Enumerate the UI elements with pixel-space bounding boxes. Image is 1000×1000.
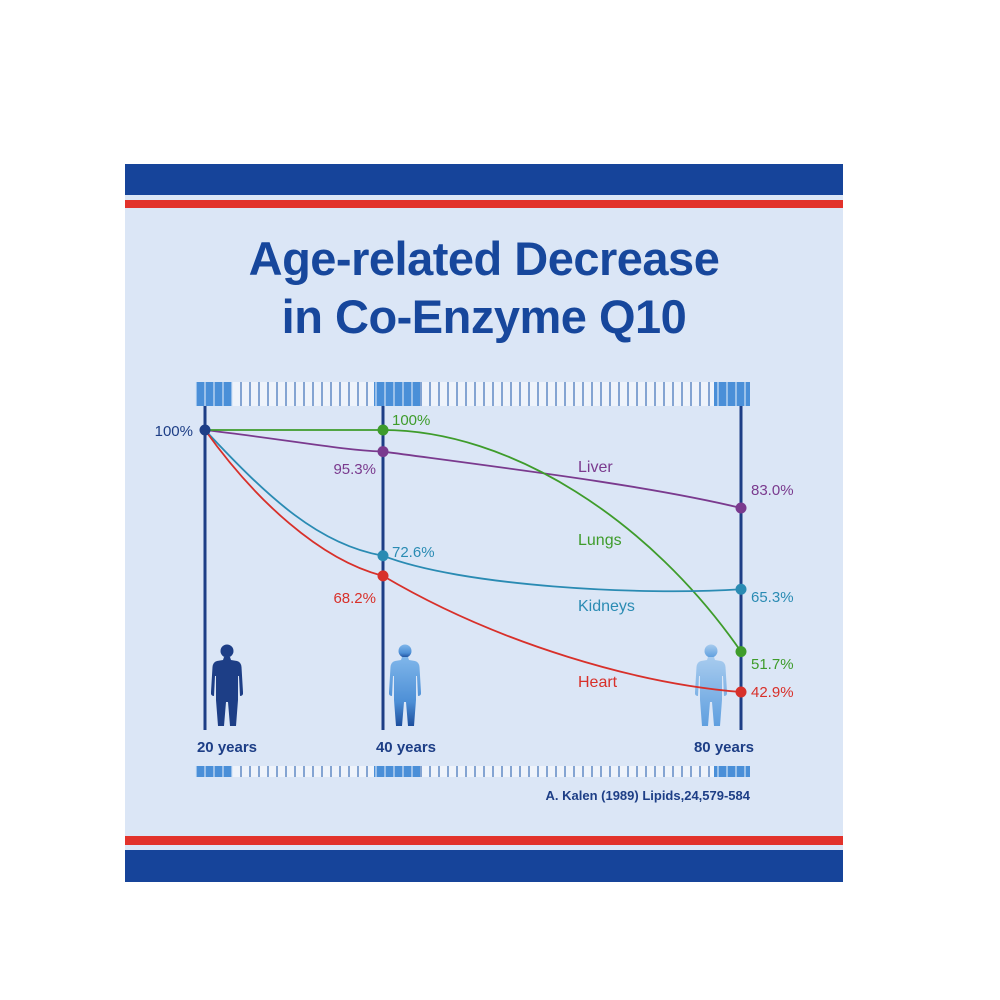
data-point-lungs: [377, 424, 389, 436]
data-label-heart: 42.9%: [751, 684, 794, 701]
top-ruler-background: [196, 382, 750, 406]
x-tick-label: 40 years: [376, 739, 436, 756]
top-ruler-highlight-block: [374, 382, 420, 406]
title-line-1: Age-related Decrease: [248, 232, 720, 285]
chart-panel: Age-related Decrease in Co-Enzyme Q10: [125, 164, 843, 882]
data-point-lungs: [735, 646, 747, 658]
data-label-kidneys: 72.6%: [392, 544, 435, 561]
data-point-liver: [377, 446, 389, 458]
data-label-kidneys: 65.3%: [751, 589, 794, 606]
bottom-ruler-highlight-block: [374, 766, 420, 777]
data-label-heart: 68.2%: [333, 590, 376, 607]
start-value-label: 100%: [155, 423, 193, 440]
x-tick-label: 20 years: [197, 739, 257, 756]
age-gridlines: [203, 406, 743, 730]
data-points: [199, 424, 747, 698]
data-label-lungs: 51.7%: [751, 656, 794, 673]
series-lines: [204, 429, 742, 693]
human-figure-icon: [210, 644, 244, 726]
human-figure-icon: [694, 644, 728, 726]
series-name-lungs: Lungs: [578, 532, 622, 549]
human-figure-icon: [388, 644, 422, 726]
data-label-lungs: 100%: [392, 412, 430, 429]
series-name-kidneys: Kidneys: [578, 598, 635, 615]
x-tick-label: 80 years: [694, 739, 754, 756]
data-point-liver: [735, 502, 747, 514]
bottom-ruler-background: [196, 766, 750, 777]
top-blue-band: [125, 164, 843, 195]
bottom-blue-band: [125, 850, 843, 882]
title-line-2: in Co-Enzyme Q10: [281, 290, 687, 343]
human-figures: [210, 644, 728, 726]
bottom-ruler-highlight-block: [714, 766, 750, 777]
source-citation: A. Kalen (1989) Lipids,24,579-584: [546, 788, 751, 803]
series-name-liver: Liver: [578, 459, 613, 476]
data-label-liver: 83.0%: [751, 482, 794, 499]
bottom-tick-ruler: [195, 766, 750, 777]
data-point-heart: [377, 570, 389, 582]
top-tick-ruler: [195, 382, 750, 406]
bottom-red-stripe: [125, 836, 843, 845]
top-ruler-highlight-block: [714, 382, 750, 406]
series-line-heart: [204, 429, 742, 693]
top-red-stripe: [125, 200, 843, 208]
series-name-heart: Heart: [578, 674, 618, 691]
data-point-kidneys: [735, 583, 747, 595]
series-line-kidneys: [204, 429, 742, 593]
series-line-liver: [204, 429, 742, 509]
series-line-lungs: [205, 429, 742, 653]
data-labels: 20 years 40 years 80 years 100% 95.3% 83.0% Li…: [155, 412, 794, 756]
data-point-heart: [735, 686, 747, 698]
data-point-kidneys: [377, 550, 389, 562]
data-point-start: [199, 424, 211, 436]
chart-title: Age-related Decrease in Co-Enzyme Q10: [125, 230, 843, 346]
data-label-liver: 95.3%: [333, 461, 376, 478]
